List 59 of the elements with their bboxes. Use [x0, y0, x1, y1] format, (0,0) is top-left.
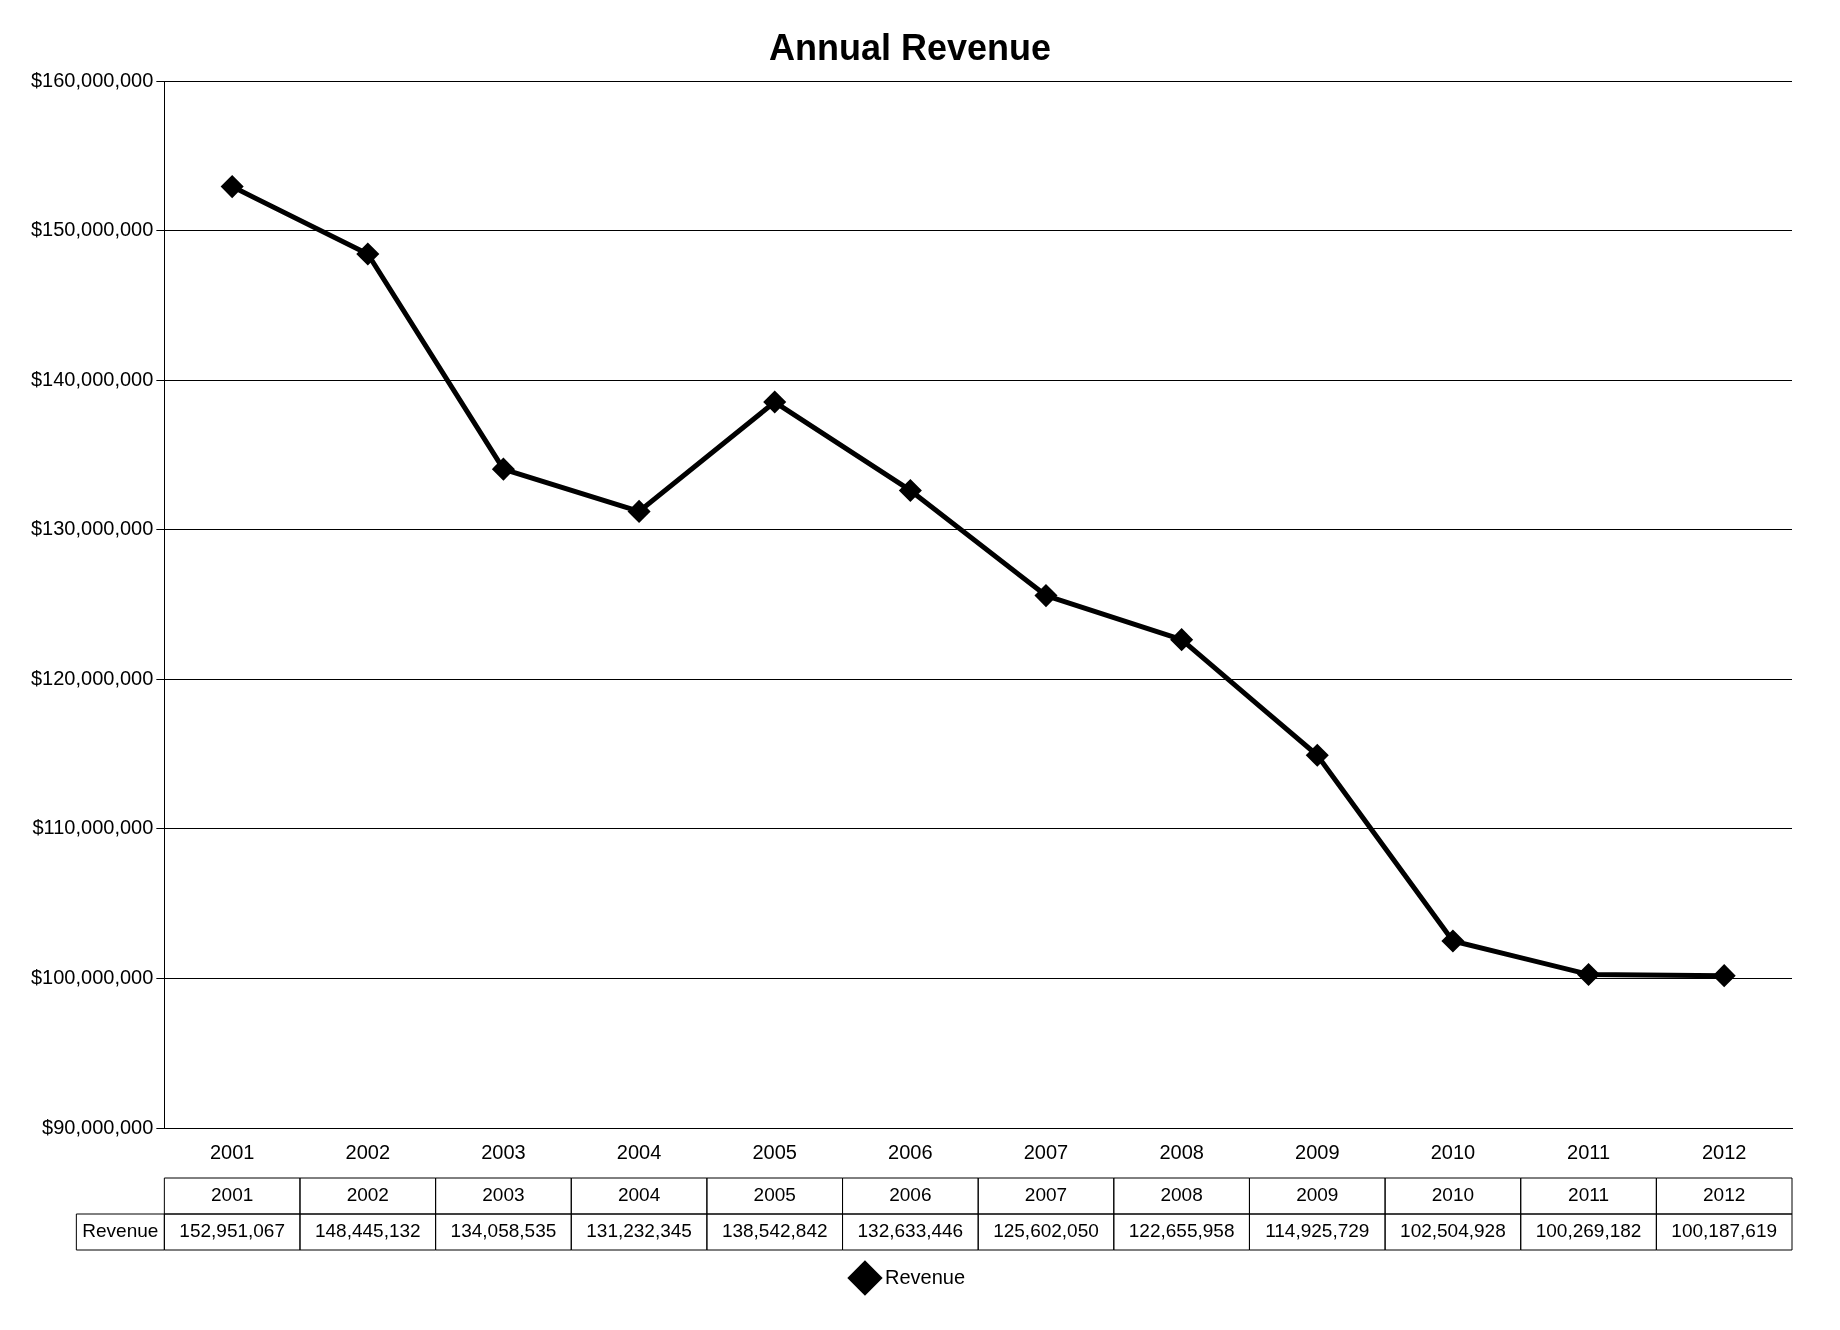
category-label: 2010	[1431, 1184, 1475, 1206]
data-label: 138,542,842	[721, 1220, 828, 1242]
point	[628, 500, 650, 522]
y-tick-label: $140,000,000	[31, 367, 154, 390]
data-label: 132,633,446	[857, 1220, 964, 1242]
data-label: 102,504,928	[1400, 1220, 1506, 1242]
data-label: 114,925,729	[1265, 1220, 1370, 1242]
category-label: 2011	[1568, 1184, 1609, 1206]
point	[1171, 629, 1193, 651]
text: Revenue	[82, 1220, 159, 1242]
point	[1713, 965, 1735, 987]
category-label: 2007	[1024, 1184, 1068, 1206]
point	[899, 479, 921, 501]
chart-title: Annual Revenue	[768, 26, 1052, 68]
y-tick-label: $120,000,000	[31, 666, 154, 689]
x-tick-label: 2002	[345, 1140, 391, 1163]
category-label: 2001	[211, 1184, 254, 1206]
x-tick-label: 2008	[1159, 1140, 1204, 1163]
y-tick-label: $160,000,000	[31, 68, 154, 91]
x-tick-label: 2006	[888, 1140, 933, 1163]
category-label: 2005	[753, 1184, 796, 1206]
data-label: 100,187,619	[1671, 1220, 1778, 1242]
data-label: 125,602,050	[993, 1220, 1099, 1242]
y-tick-label: $130,000,000	[31, 517, 154, 540]
data-label: 134,058,535	[450, 1220, 557, 1242]
category-label: 2008	[1160, 1184, 1203, 1206]
x-tick-label: 2004	[616, 1140, 662, 1163]
y-tick-label: $90,000,000	[42, 1115, 154, 1138]
y-tick-label: $150,000,000	[31, 218, 154, 241]
point	[492, 458, 514, 480]
category-label: 2004	[617, 1184, 661, 1206]
point	[1578, 963, 1600, 985]
category-label: 2012	[1703, 1184, 1746, 1206]
data-label: 122,655,958	[1128, 1220, 1235, 1242]
y-tick-label: $100,000,000	[31, 965, 154, 988]
x-tick-label: 2007	[1023, 1140, 1069, 1163]
point	[357, 243, 379, 265]
point	[1035, 585, 1057, 607]
y-tick-label: $110,000,000	[32, 816, 154, 839]
point	[1442, 930, 1464, 952]
category-label: 2002	[346, 1184, 389, 1206]
category-label: 2003	[482, 1184, 525, 1206]
x-tick-label: 2001	[209, 1140, 255, 1163]
data-label: 152,951,067	[179, 1220, 285, 1242]
x-tick-label: 2009	[1295, 1140, 1340, 1163]
category-label: 2009	[1296, 1184, 1339, 1206]
x-tick-label: 2011	[1567, 1140, 1611, 1163]
point	[764, 391, 786, 413]
data-label: 131,232,345	[586, 1220, 692, 1242]
data-label: 148,445,132	[314, 1220, 421, 1242]
x-tick-label: 2005	[752, 1140, 797, 1163]
x-tick-label: 2010	[1430, 1140, 1476, 1163]
category-label: 2006	[889, 1184, 932, 1206]
x-tick-label: 2003	[481, 1140, 526, 1163]
x-tick-label: 2012	[1701, 1140, 1747, 1163]
data-label: 100,269,182	[1535, 1220, 1642, 1242]
point	[221, 176, 243, 198]
point	[1306, 744, 1328, 766]
legend-label: Revenue	[884, 1265, 966, 1288]
